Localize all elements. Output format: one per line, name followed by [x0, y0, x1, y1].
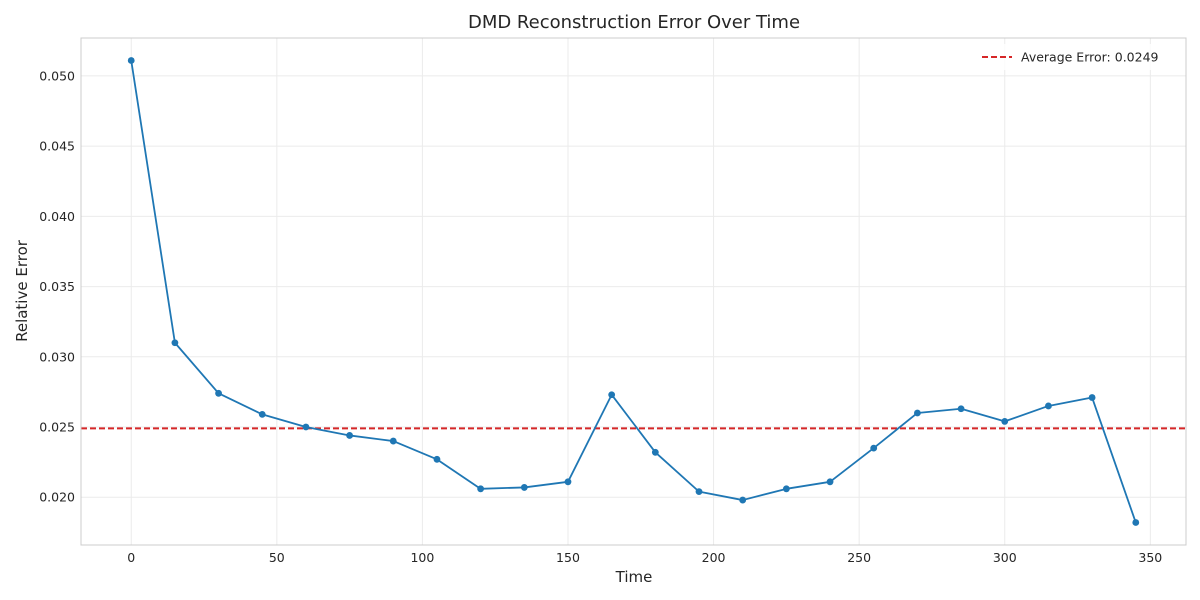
data-point — [433, 455, 441, 463]
data-point — [346, 432, 354, 439]
legend-label-average-error: Average Error: 0.0249 — [1021, 50, 1159, 65]
legend: Average Error: 0.0249 — [972, 44, 1176, 70]
grid-layer — [81, 38, 1186, 545]
y-tick-labels: 0.020 0.025 0.030 0.035 0.040 0.045 0.050 — [39, 68, 75, 504]
x-axis-label: Time — [615, 568, 653, 586]
data-point — [1001, 418, 1009, 425]
y-tick-label: 0.025 — [39, 420, 75, 435]
data-point — [302, 423, 310, 431]
data-point — [258, 410, 266, 418]
y-tick-label: 0.045 — [39, 139, 75, 154]
y-tick-label: 0.030 — [39, 349, 75, 364]
x-tick-label: 100 — [410, 550, 434, 565]
x-tick-label: 50 — [269, 550, 285, 565]
x-tick-label: 300 — [993, 550, 1017, 565]
x-tick-label: 200 — [702, 550, 726, 565]
data-point — [127, 57, 135, 64]
data-point — [957, 405, 965, 413]
x-tick-label: 350 — [1138, 550, 1162, 565]
y-tick-label: 0.020 — [39, 490, 75, 505]
data-point — [913, 409, 921, 417]
data-point — [520, 484, 528, 491]
y-tick-label: 0.040 — [39, 209, 75, 224]
x-tick-labels: 0 50 100 150 200 250 300 350 — [127, 550, 1162, 565]
data-point — [870, 444, 878, 452]
data-point — [739, 496, 747, 504]
x-tick-label: 0 — [127, 550, 135, 565]
y-axis-label: Relative Error — [13, 239, 31, 342]
series-layer — [127, 57, 1140, 526]
data-point — [826, 478, 834, 486]
chart-title: DMD Reconstruction Error Over Time — [468, 12, 800, 33]
data-point — [389, 437, 397, 445]
x-tick-label: 150 — [556, 550, 580, 565]
data-point — [215, 389, 222, 397]
data-point — [171, 339, 179, 347]
data-point — [1088, 394, 1096, 401]
data-point — [651, 448, 659, 456]
data-point — [477, 485, 485, 493]
data-point — [564, 478, 572, 486]
data-point — [782, 485, 790, 493]
y-tick-label: 0.035 — [39, 279, 75, 294]
plot-frame — [80, 37, 1187, 546]
data-point — [608, 391, 616, 399]
error-series-line — [130, 60, 1137, 523]
data-point — [1045, 402, 1052, 410]
data-point — [1132, 519, 1140, 526]
y-tick-label: 0.050 — [39, 68, 75, 83]
x-tick-label: 250 — [847, 550, 871, 565]
data-point — [695, 488, 703, 496]
